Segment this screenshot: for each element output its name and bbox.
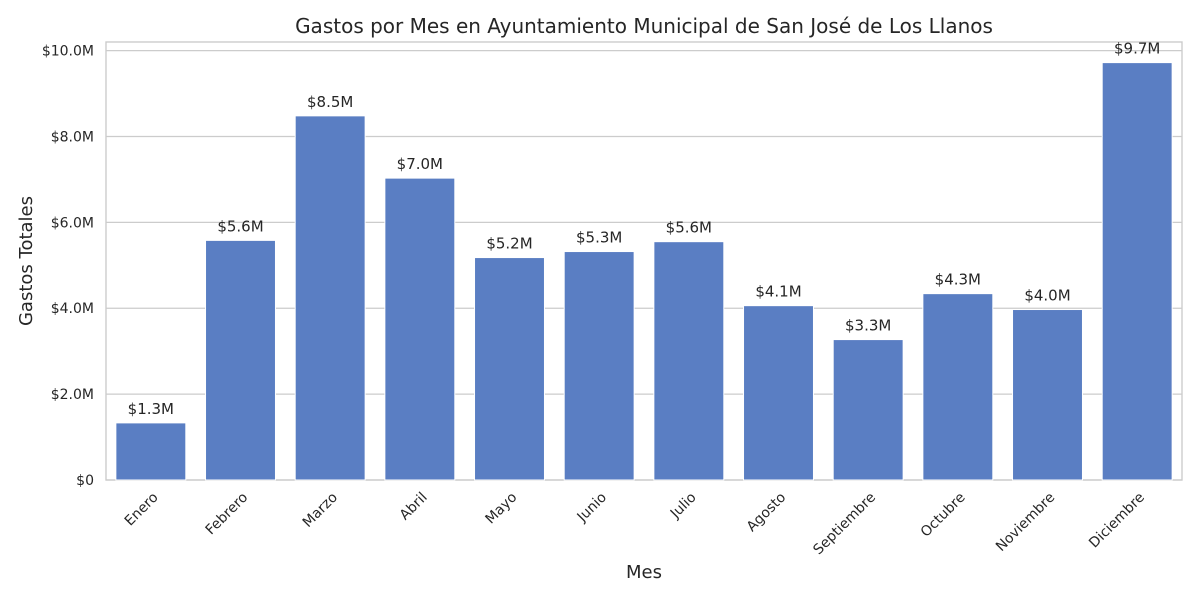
y-axis-label: Gastos Totales xyxy=(16,196,37,326)
bar-agosto xyxy=(743,305,814,481)
x-tick-label: Abril xyxy=(397,490,431,524)
data-labels: $1.3M $5.6M $8.5M $7.0M $5.2M $5.3M $5.6M $4.1M… xyxy=(128,40,1161,418)
bar-octubre xyxy=(922,293,994,481)
x-tick-label: Julio xyxy=(667,490,700,523)
data-label: $4.3M xyxy=(935,271,981,289)
data-label: $3.3M xyxy=(845,317,891,335)
x-tick-label: Octubre xyxy=(918,490,969,541)
data-label: $5.6M xyxy=(666,219,712,237)
bar-abril xyxy=(384,177,456,481)
bar-julio xyxy=(653,241,725,481)
bar-noviembre xyxy=(1012,309,1083,481)
data-label: $4.0M xyxy=(1024,287,1070,305)
x-tick-label: Diciembre xyxy=(1086,490,1148,552)
data-label: $9.7M xyxy=(1114,40,1160,58)
x-tick-label: Marzo xyxy=(300,490,341,531)
bar-diciembre xyxy=(1101,62,1173,481)
x-tick-label: Septiembre xyxy=(810,490,879,559)
data-label: $5.3M xyxy=(576,229,622,247)
data-label: $1.3M xyxy=(128,400,174,418)
data-label: $5.2M xyxy=(486,235,532,253)
x-tick-label: Febrero xyxy=(203,490,252,539)
data-label: $4.1M xyxy=(755,283,801,301)
bars xyxy=(115,62,1173,481)
bar-septiembre xyxy=(832,339,904,481)
x-axis-label: Mes xyxy=(626,562,662,583)
bar-enero xyxy=(115,422,187,481)
y-tick-label: $2.0M xyxy=(51,387,94,403)
bar-febrero xyxy=(205,239,276,481)
y-tick-label: $10.0M xyxy=(42,44,94,60)
chart-title: Gastos por Mes en Ayuntamiento Municipal… xyxy=(295,14,993,38)
bar-junio xyxy=(563,251,635,481)
y-tick-label: $4.0M xyxy=(51,301,94,317)
data-label: $8.5M xyxy=(307,93,353,111)
y-tick-label: $0 xyxy=(76,473,94,489)
plot-frame xyxy=(105,41,1183,481)
data-label: $7.0M xyxy=(397,155,443,173)
y-axis-ticks: $0 $2.0M $4.0M $6.0M $8.0M $10.0M xyxy=(42,44,94,489)
y-tick-label: $6.0M xyxy=(51,215,94,231)
x-tick-label: Junio xyxy=(574,490,610,526)
x-tick-label: Noviembre xyxy=(993,490,1058,555)
y-tick-label: $8.0M xyxy=(51,129,94,145)
bar-mayo xyxy=(474,257,545,481)
x-tick-label: Enero xyxy=(122,490,162,530)
bar-marzo xyxy=(294,115,366,481)
data-label: $5.6M xyxy=(217,217,263,235)
x-tick-label: Mayo xyxy=(482,490,520,528)
x-axis-ticks: Enero Febrero Marzo Abril Mayo Junio Julio Agos… xyxy=(122,490,1148,559)
x-tick-label: Agosto xyxy=(744,490,790,536)
